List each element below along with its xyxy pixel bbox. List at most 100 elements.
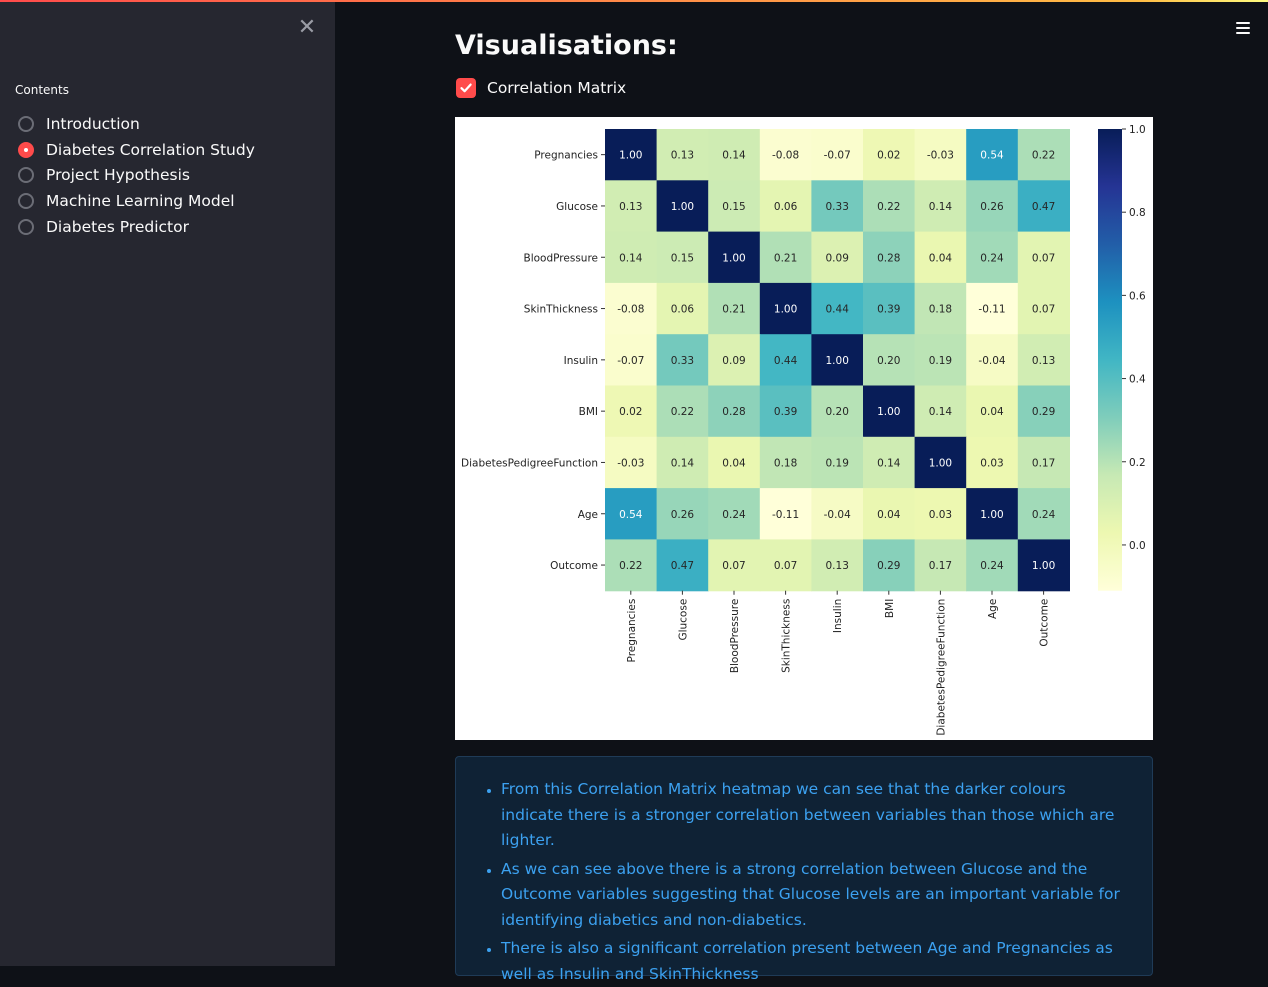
heatmap-cell (1017, 180, 1070, 233)
cell-value-label: 0.06 (671, 304, 695, 316)
cell-value-label: 1.00 (1032, 560, 1055, 572)
cell-value-label: 0.33 (671, 355, 694, 367)
heatmap-cell (708, 334, 761, 387)
cell-value-label: 0.54 (619, 509, 643, 521)
heatmap-cell (759, 129, 812, 181)
heatmap-cell (656, 436, 709, 489)
heatmap-cell (759, 488, 812, 540)
y-tick-label: DiabetesPedigreeFunction (461, 457, 598, 469)
heatmap-cell (863, 129, 916, 181)
cell-value-label: -0.07 (824, 150, 851, 162)
cell-value-label: 0.24 (722, 509, 746, 521)
heatmap-cell (759, 436, 812, 489)
cell-value-label: -0.04 (824, 509, 851, 521)
cell-value-label: 0.24 (980, 560, 1004, 572)
heatmap-cell (605, 488, 658, 540)
heatmap-cell (708, 129, 761, 181)
checkbox-checked-icon (456, 78, 476, 98)
cell-value-label: -0.03 (927, 150, 954, 162)
info-bullet: As we can see above there is a strong co… (501, 857, 1126, 934)
heatmap-cell (605, 231, 658, 284)
heatmap-cell (811, 334, 864, 387)
heatmap-cell (708, 488, 761, 540)
colorbar-tick-label: 0.8 (1129, 207, 1146, 219)
radio-button-icon (18, 193, 34, 210)
correlation-matrix-checkbox[interactable]: Correlation Matrix (456, 78, 626, 98)
heatmap-cell (1017, 385, 1070, 438)
sidebar: ✕ Contents Introduction Diabetes Correla… (0, 0, 335, 966)
radio-item-project-hypothesis[interactable]: Project Hypothesis (16, 163, 255, 189)
radio-button-icon (18, 219, 34, 236)
cell-value-label: 0.47 (671, 560, 694, 572)
page-title: Visualisations: (455, 30, 678, 61)
heatmap-cell (1017, 334, 1070, 387)
close-icon: ✕ (297, 15, 317, 40)
cell-value-label: 0.14 (929, 201, 953, 213)
cell-value-label: 0.15 (722, 201, 745, 213)
heatmap-cell (811, 488, 864, 540)
heatmap-cell (759, 282, 812, 335)
cell-value-label: 0.04 (980, 406, 1004, 418)
cell-value-label: 0.09 (826, 252, 849, 264)
radio-button-selected-icon (18, 141, 34, 158)
cell-value-label: 0.24 (980, 252, 1004, 264)
heatmap-cell (605, 334, 658, 387)
cell-value-label: 0.13 (826, 560, 849, 572)
cell-value-label: 0.44 (774, 355, 798, 367)
heatmap-cell (1017, 231, 1070, 284)
heatmap-cell (708, 231, 761, 284)
heatmap-cell (811, 539, 864, 592)
heatmap-cell (863, 436, 916, 489)
heatmap-cell (708, 539, 761, 592)
cell-value-label: 0.02 (877, 150, 900, 162)
radio-item-introduction[interactable]: Introduction (16, 111, 255, 137)
radio-item-diabetes-correlation-study[interactable]: Diabetes Correlation Study (16, 137, 255, 163)
cell-value-label: 0.13 (619, 201, 642, 213)
colorbar-tick-label: 0.6 (1129, 290, 1146, 302)
cell-value-label: -0.07 (617, 355, 644, 367)
hamburger-menu-icon[interactable] (1233, 19, 1253, 39)
colorbar (1098, 129, 1122, 591)
y-tick-label: Outcome (550, 560, 598, 572)
cell-value-label: 0.21 (722, 304, 745, 316)
heatmap-cell (863, 385, 916, 438)
cell-value-label: 0.09 (722, 355, 745, 367)
heatmap-cell (759, 231, 812, 284)
cell-value-label: 0.29 (1032, 406, 1055, 418)
cell-value-label: 0.07 (1032, 304, 1055, 316)
cell-value-label: 1.00 (671, 201, 694, 213)
cell-value-label: 1.00 (877, 406, 900, 418)
cell-value-label: 0.02 (619, 406, 642, 418)
cell-value-label: 0.15 (671, 252, 694, 264)
heatmap-cell (914, 334, 967, 387)
cell-value-label: 0.28 (877, 252, 900, 264)
heatmap-cell (1017, 282, 1070, 335)
heatmap-cell (811, 231, 864, 284)
heatmap-cell (966, 385, 1019, 438)
top-decoration-bar (0, 0, 1268, 2)
cell-value-label: 0.14 (877, 457, 901, 469)
heatmap-cell (914, 488, 967, 540)
cell-value-label: 0.47 (1032, 201, 1055, 213)
cell-value-label: -0.08 (617, 304, 644, 316)
cell-value-label: -0.11 (978, 304, 1005, 316)
heatmap-cell (914, 385, 967, 438)
y-tick-label: BMI (579, 406, 598, 418)
cell-value-label: 0.26 (980, 201, 1004, 213)
cell-value-label: 0.07 (1032, 252, 1055, 264)
heatmap-cell (1017, 488, 1070, 540)
radio-label: Project Hypothesis (46, 166, 191, 185)
cell-value-label: 0.20 (877, 355, 900, 367)
heatmap-cell (966, 129, 1019, 181)
cell-value-label: 0.20 (826, 406, 849, 418)
cell-value-label: 0.14 (619, 252, 643, 264)
heatmap-cell (914, 282, 967, 335)
heatmap-cell (811, 282, 864, 335)
radio-item-machine-learning-model[interactable]: Machine Learning Model (16, 188, 255, 214)
heatmap-cell (656, 231, 709, 284)
cell-value-label: 0.03 (929, 509, 952, 521)
close-sidebar-button[interactable]: ✕ (295, 16, 319, 40)
radio-item-diabetes-predictor[interactable]: Diabetes Predictor (16, 214, 255, 240)
x-tick-label: SkinThickness (781, 599, 793, 673)
heatmap-cell (1017, 129, 1070, 181)
